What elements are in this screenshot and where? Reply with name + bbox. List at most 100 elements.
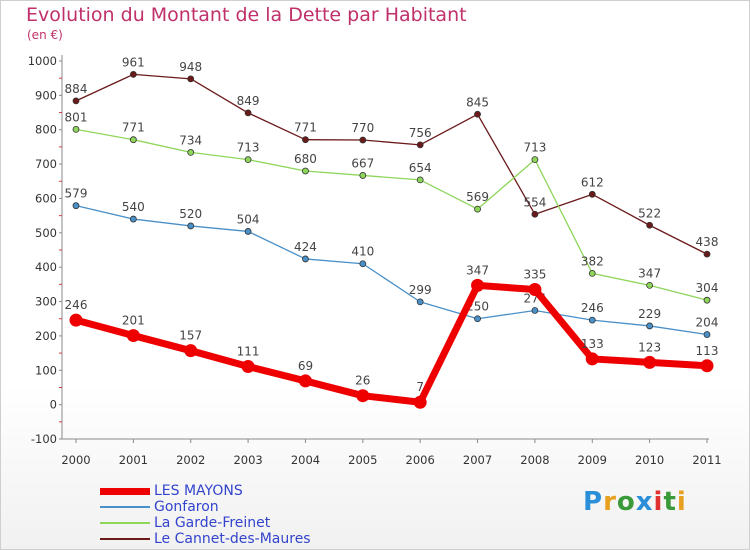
- data-label: 26: [355, 374, 370, 388]
- x-tick-label: 2005: [348, 453, 377, 467]
- data-point: [184, 344, 198, 358]
- y-tick-label: 700: [35, 157, 57, 171]
- y-tick-label: 1000: [28, 54, 57, 68]
- legend-label: LES MAYONS: [154, 483, 243, 499]
- data-label: 157: [179, 329, 202, 343]
- data-point: [241, 359, 255, 373]
- data-point: [72, 125, 80, 133]
- data-point: [302, 136, 309, 144]
- data-point: [471, 278, 485, 292]
- data-point: [531, 307, 539, 314]
- data-label: 713: [237, 141, 260, 155]
- y-tick-label: 900: [35, 88, 57, 102]
- logo-letter: i: [676, 487, 687, 517]
- data-label: 123: [638, 340, 661, 354]
- logo-letter: x: [635, 487, 654, 517]
- data-point: [646, 322, 654, 330]
- legend-item: La Garde-Freinet: [100, 515, 360, 532]
- x-tick-label: 2009: [578, 453, 607, 467]
- data-point: [416, 141, 424, 149]
- data-point: [646, 281, 654, 289]
- data-label: 382: [581, 254, 604, 268]
- data-label: 540: [122, 200, 145, 214]
- data-point: [585, 352, 599, 366]
- legend-label: La Garde-Freinet: [154, 515, 271, 531]
- data-label: 424: [294, 240, 317, 254]
- y-tick-label: 200: [35, 329, 57, 343]
- data-point: [72, 202, 80, 210]
- data-point: [359, 136, 367, 144]
- data-label: 771: [122, 121, 145, 135]
- series-line: [75, 73, 708, 255]
- data-point: [700, 359, 714, 373]
- proxiti-logo: Proxiti: [583, 487, 687, 517]
- data-label: 734: [179, 133, 202, 147]
- x-tick-label: 2003: [233, 453, 262, 467]
- data-label: 520: [179, 207, 202, 221]
- data-label: 569: [466, 190, 489, 204]
- data-point: [474, 110, 481, 118]
- data-point: [359, 260, 367, 268]
- data-label: 801: [65, 110, 88, 124]
- data-point: [244, 109, 252, 117]
- data-label: 667: [351, 156, 374, 170]
- y-tick-label: 300: [35, 295, 57, 309]
- legend-item: LES MAYONS: [100, 483, 360, 500]
- data-label: 113: [696, 344, 719, 358]
- data-point: [531, 156, 539, 164]
- data-label: 961: [122, 55, 145, 69]
- data-label: 133: [581, 337, 604, 351]
- y-tick-label: 0: [50, 398, 57, 412]
- data-point: [703, 296, 711, 304]
- data-point: [69, 313, 83, 327]
- series-line: [75, 205, 708, 336]
- x-tick-label: 2008: [520, 453, 549, 467]
- logo-letter: i: [653, 487, 664, 517]
- data-label: 229: [638, 307, 661, 321]
- legend-label: Gonfaron: [154, 499, 219, 515]
- x-tick-label: 2010: [635, 453, 664, 467]
- data-label: 884: [65, 82, 88, 96]
- data-point: [187, 149, 195, 156]
- data-label: 504: [237, 212, 260, 226]
- data-label: 410: [351, 245, 374, 259]
- data-label: 246: [581, 301, 604, 315]
- data-label: 713: [523, 141, 546, 155]
- data-label: 579: [65, 187, 88, 201]
- x-tick-label: 2011: [692, 453, 721, 467]
- data-point: [302, 167, 309, 175]
- data-label: 69: [298, 359, 313, 373]
- legend-item: Le Cannet-des-Maures: [100, 531, 360, 548]
- data-label: 680: [294, 152, 317, 166]
- data-point: [187, 222, 195, 230]
- data-point: [416, 298, 424, 306]
- data-point: [643, 355, 657, 369]
- data-label: 845: [466, 95, 489, 109]
- x-tick-label: 2007: [463, 453, 492, 467]
- series-line: [75, 128, 708, 301]
- data-label: 554: [523, 195, 546, 209]
- legend-swatch: [100, 506, 150, 508]
- data-label: 335: [523, 268, 546, 282]
- data-point: [129, 136, 137, 144]
- series-line: [72, 281, 711, 406]
- data-point: [244, 228, 252, 235]
- y-tick-label: 600: [35, 191, 57, 205]
- data-label: 347: [638, 266, 661, 280]
- data-label: 948: [179, 60, 202, 74]
- data-point: [588, 316, 596, 324]
- data-point: [129, 71, 137, 78]
- x-tick-label: 2006: [406, 453, 435, 467]
- data-point: [703, 250, 711, 258]
- data-label: 612: [581, 175, 604, 189]
- legend-swatch: [100, 487, 150, 495]
- legend-item: Gonfaron: [100, 499, 360, 516]
- legend-swatch: [100, 538, 150, 540]
- y-tick-label: -100: [31, 432, 57, 446]
- data-label: 204: [696, 316, 719, 330]
- x-tick-label: 2000: [61, 453, 90, 467]
- data-point: [356, 389, 370, 403]
- logo-letter: o: [616, 487, 636, 517]
